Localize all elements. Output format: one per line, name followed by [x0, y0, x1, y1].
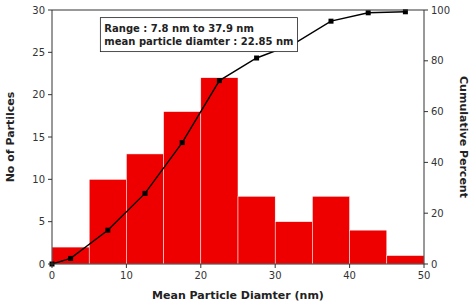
plot-area	[52, 12, 424, 264]
annotation-text: mean particle diamter : 22.85 nm	[104, 36, 293, 47]
marker-layer	[50, 9, 408, 266]
y-tick	[48, 264, 52, 265]
y-tick-label: 5	[39, 216, 45, 227]
histogram-bar	[350, 230, 387, 264]
chart-container: 01020304050051015202530020406080100Mean …	[0, 0, 474, 307]
y2-tick-label: 100	[431, 5, 450, 16]
y-tick-label: 0	[39, 259, 45, 270]
y-tick-label: 10	[32, 174, 45, 185]
cumulative-marker	[143, 191, 148, 196]
y2-tick-label: 80	[431, 55, 444, 66]
annotation-box	[100, 18, 297, 52]
y-axis-label: No of Partilces	[4, 91, 17, 182]
x-tick-label: 10	[120, 270, 133, 281]
x-tick	[52, 264, 53, 268]
y2-tick	[424, 264, 428, 265]
y-tick	[48, 179, 52, 180]
y-tick	[48, 137, 52, 138]
chart: 01020304050051015202530020406080100Mean …	[0, 0, 474, 307]
histogram-bar	[387, 256, 424, 264]
x-tick	[200, 264, 201, 268]
x-tick	[126, 264, 127, 268]
x-axis-line	[52, 264, 424, 265]
y2-tick-label: 40	[431, 157, 444, 168]
y-tick	[48, 94, 52, 95]
x-tick	[424, 264, 425, 268]
histogram-bar	[275, 222, 312, 264]
x-tick-label: 50	[418, 270, 431, 281]
y-tick-label: 15	[32, 132, 45, 143]
x-tick-label: 40	[343, 270, 356, 281]
y-tick-label: 30	[32, 5, 45, 16]
y2-tick	[424, 60, 428, 61]
y2-axis-line	[424, 10, 425, 264]
x-tick	[275, 264, 276, 268]
histogram-bar	[52, 247, 89, 264]
x-axis-label: Mean Particle Diamter (nm)	[152, 289, 324, 302]
x-tick-label: 20	[194, 270, 207, 281]
histogram-bar	[89, 179, 126, 264]
y2-tick	[424, 213, 428, 214]
y2-tick-label: 0	[431, 259, 437, 270]
histogram-bar	[312, 196, 349, 264]
tick-labels: 01020304050051015202530020406080100	[32, 5, 450, 282]
y2-tick-label: 20	[431, 208, 444, 219]
cumulative-line	[52, 12, 405, 264]
y-tick-label: 25	[32, 47, 45, 58]
cumulative-marker	[180, 140, 185, 145]
annotation: Range : 7.8 nm to 37.9 nm mean particle d…	[100, 18, 297, 52]
histogram-bar	[238, 196, 275, 264]
x-tick-label: 30	[269, 270, 282, 281]
cumulative-marker	[366, 10, 371, 15]
cumulative-marker	[68, 256, 73, 261]
plot-top-line	[52, 10, 424, 11]
y2-tick	[424, 162, 428, 163]
axes	[48, 10, 428, 268]
y2-axis-label: Cumulative Percent	[457, 76, 470, 198]
x-tick	[349, 264, 350, 268]
cumulative-marker	[217, 78, 222, 83]
annotation-text: Range : 7.8 nm to 37.9 nm	[104, 23, 254, 34]
cumulative-marker	[329, 19, 334, 24]
y-tick-label: 20	[32, 89, 45, 100]
y2-tick	[424, 10, 428, 11]
cumulative-marker	[254, 56, 259, 61]
x-tick-label: 0	[49, 270, 55, 281]
y-tick	[48, 52, 52, 53]
y-tick	[48, 221, 52, 222]
histogram-bar	[164, 112, 201, 264]
cumulative-marker	[105, 228, 110, 233]
y-tick	[48, 10, 52, 11]
y2-tick	[424, 111, 428, 112]
histogram-bar	[201, 78, 238, 264]
histogram-bar	[126, 154, 163, 264]
y2-tick-label: 60	[431, 106, 444, 117]
